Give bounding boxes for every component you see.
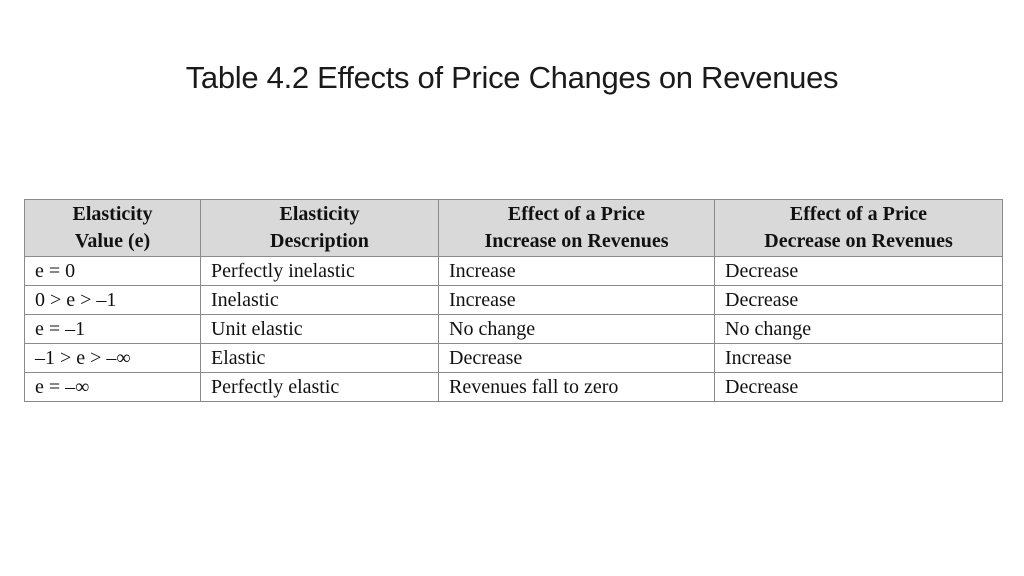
header-elasticity-value: Elasticity Value (e) [24,199,201,257]
cell-elasticity-description: Unit elastic [200,314,439,344]
cell-elasticity-description: Inelastic [200,285,439,315]
cell-decrease-effect: Decrease [714,285,1003,315]
cell-increase-effect: No change [438,314,715,344]
cell-decrease-effect: Decrease [714,372,1003,402]
table-row: e = –∞ Perfectly elastic Revenues fall t… [24,372,1003,402]
header-line: Elasticity [72,203,153,225]
cell-elasticity-value: 0 > e > –1 [24,285,201,315]
cell-increase-effect: Increase [438,285,715,315]
effects-table: Elasticity Value (e) Elasticity Descript… [24,199,1003,402]
cell-decrease-effect: No change [714,314,1003,344]
header-line: Elasticity [279,203,360,225]
cell-elasticity-value: e = 0 [24,256,201,286]
cell-elasticity-value: e = –∞ [24,372,201,402]
page-title: Table 4.2 Effects of Price Changes on Re… [185,60,839,95]
header-line: Effect of a Price [789,203,928,225]
header-line: Value (e) [74,230,151,252]
table-row: e = 0 Perfectly inelastic Increase Decre… [24,256,1003,286]
cell-increase-effect: Revenues fall to zero [438,372,715,402]
cell-elasticity-description: Perfectly elastic [200,372,439,402]
header-line: Decrease on Revenues [764,230,953,252]
table-header-row: Elasticity Value (e) Elasticity Descript… [24,199,1003,257]
table-row: e = –1 Unit elastic No change No change [24,314,1003,344]
header-line: Description [270,230,369,252]
header-line: Increase on Revenues [484,230,669,252]
table-row: 0 > e > –1 Inelastic Increase Decrease [24,285,1003,315]
header-price-decrease-effect: Effect of a Price Decrease on Revenues [714,199,1003,257]
cell-elasticity-value: e = –1 [24,314,201,344]
header-line: Effect of a Price [507,203,646,225]
cell-elasticity-description: Perfectly inelastic [200,256,439,286]
cell-elasticity-description: Elastic [200,343,439,373]
cell-elasticity-value: –1 > e > –∞ [24,343,201,373]
cell-decrease-effect: Increase [714,343,1003,373]
table-row: –1 > e > –∞ Elastic Decrease Increase [24,343,1003,373]
cell-increase-effect: Increase [438,256,715,286]
cell-increase-effect: Decrease [438,343,715,373]
header-elasticity-description: Elasticity Description [200,199,439,257]
header-price-increase-effect: Effect of a Price Increase on Revenues [438,199,715,257]
cell-decrease-effect: Decrease [714,256,1003,286]
